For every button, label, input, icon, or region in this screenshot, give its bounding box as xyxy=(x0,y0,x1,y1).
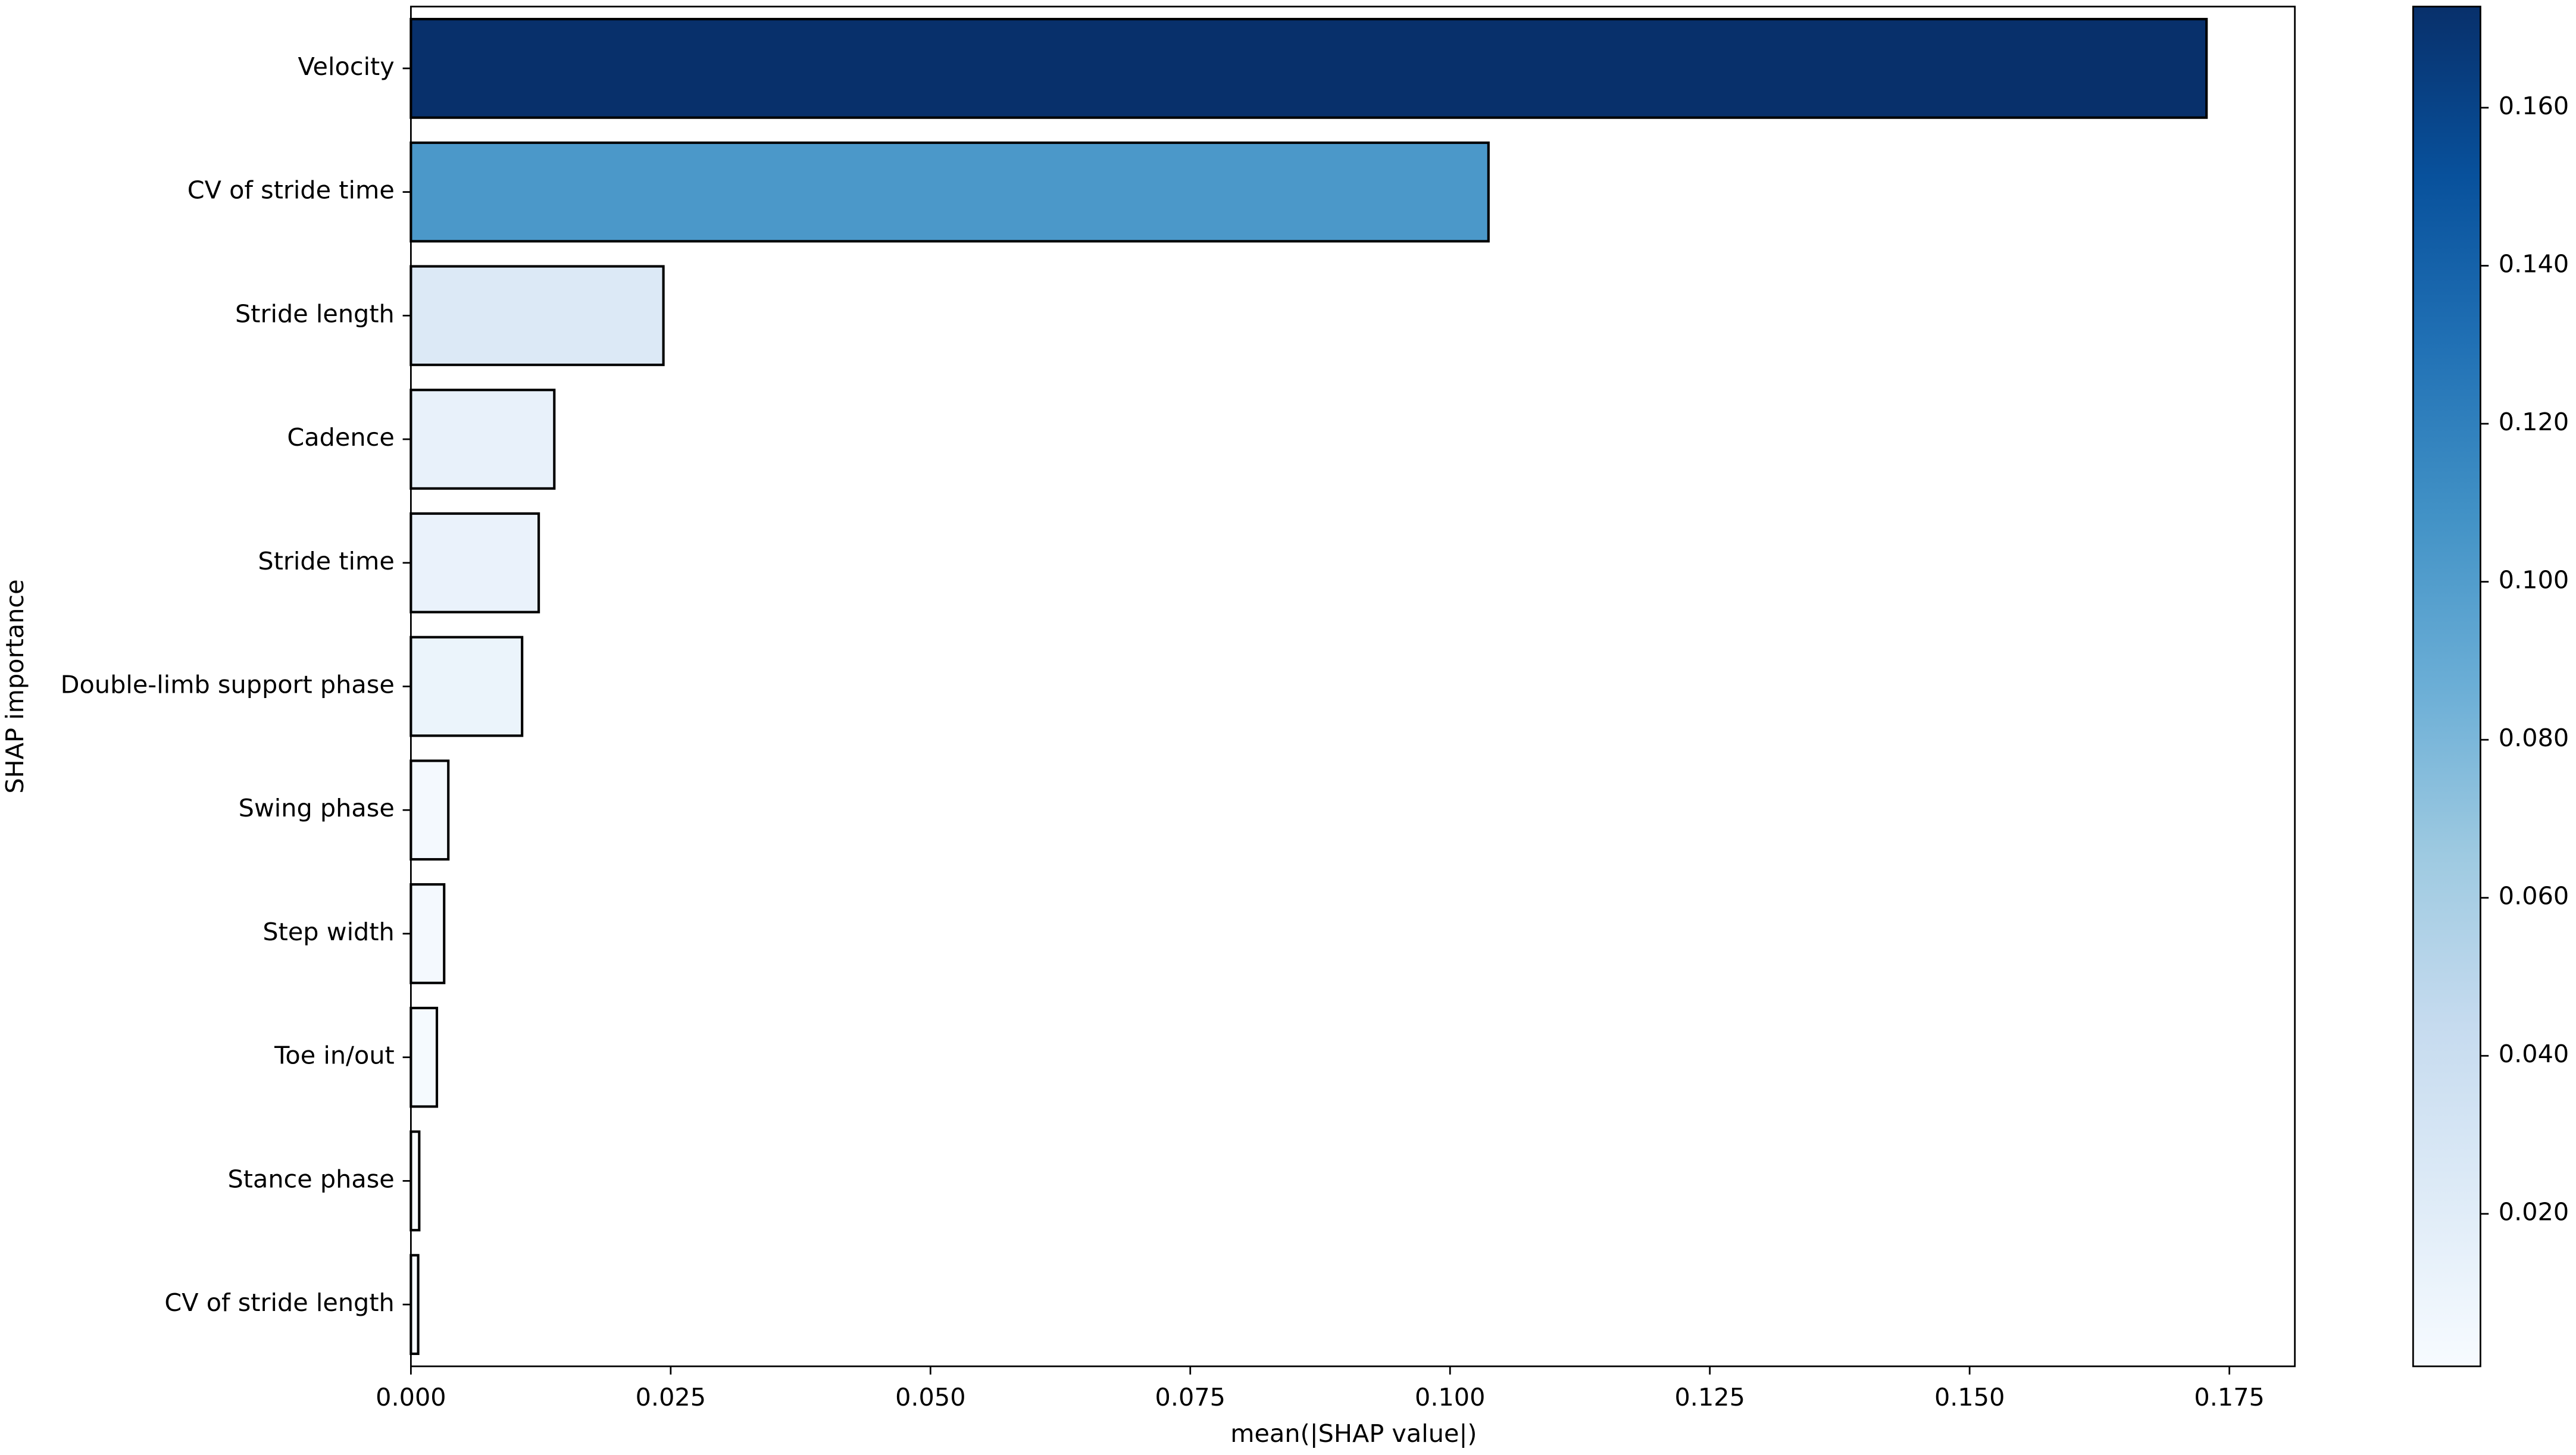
colorbar-tick-label: 0.080 xyxy=(2499,724,2569,752)
bar xyxy=(409,18,2208,119)
colorbar-tick-label: 0.160 xyxy=(2499,92,2569,120)
colorbar-tick-label: 0.060 xyxy=(2499,882,2569,910)
colorbar-tick-label: 0.040 xyxy=(2499,1040,2569,1068)
y-tick-label: CV of stride time xyxy=(187,176,395,205)
y-tick-label: Double-limb support phase xyxy=(61,671,395,699)
y-tick-label: Velocity xyxy=(298,52,394,81)
y-tick-label: Cadence xyxy=(287,423,394,452)
colorbar-tick-label: 0.100 xyxy=(2499,566,2569,594)
plot-frame xyxy=(409,5,2296,1368)
x-tick-label: 0.025 xyxy=(636,1383,706,1412)
x-tick-label: 0.175 xyxy=(2194,1383,2264,1412)
x-tick-label: 0.125 xyxy=(1674,1383,1745,1412)
bar xyxy=(409,389,556,490)
y-tick-label: Step width xyxy=(262,918,394,946)
y-tick-label: Stride length xyxy=(235,299,395,328)
colorbar xyxy=(2412,5,2481,1368)
bar xyxy=(409,759,450,861)
y-axis-label: SHAP importance xyxy=(1,579,29,793)
bar xyxy=(409,1130,421,1232)
bar xyxy=(409,1254,420,1355)
colorbar-tick-label: 0.140 xyxy=(2499,250,2569,279)
x-tick-label: 0.000 xyxy=(376,1383,446,1412)
x-tick-label: 0.100 xyxy=(1415,1383,1485,1412)
x-axis-label: mean(|SHAP value|) xyxy=(1230,1419,1477,1448)
y-tick-label: Stride time xyxy=(258,547,394,575)
bar xyxy=(409,512,540,614)
x-tick-label: 0.150 xyxy=(1934,1383,2005,1412)
bar xyxy=(409,265,665,367)
y-tick-label: Toe in/out xyxy=(274,1041,395,1070)
colorbar-tick-label: 0.120 xyxy=(2499,408,2569,436)
y-tick-label: CV of stride length xyxy=(164,1288,394,1317)
bar xyxy=(409,1006,439,1108)
bar xyxy=(409,636,524,737)
x-tick-label: 0.050 xyxy=(895,1383,965,1412)
bar xyxy=(409,141,1490,243)
bar xyxy=(409,883,446,984)
x-tick-label: 0.075 xyxy=(1155,1383,1226,1412)
y-tick-label: Stance phase xyxy=(227,1165,394,1193)
colorbar-tick-label: 0.020 xyxy=(2499,1198,2569,1226)
y-tick-label: Swing phase xyxy=(239,794,395,822)
